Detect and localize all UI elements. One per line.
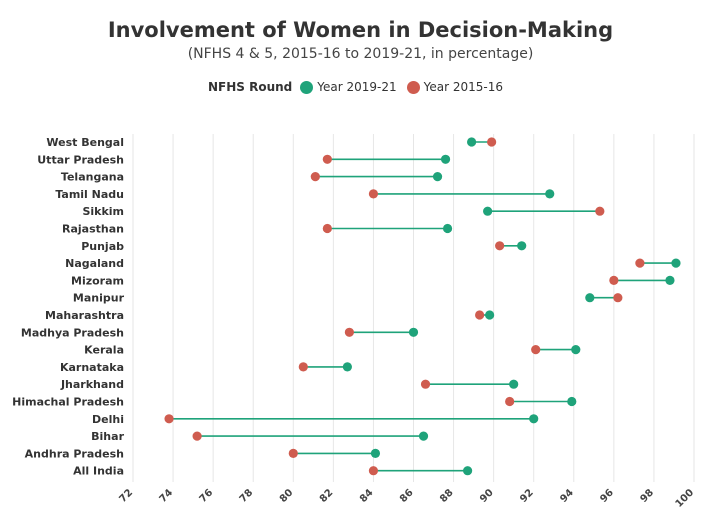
state-label: Bihar bbox=[91, 430, 124, 443]
point-2015-16 bbox=[288, 448, 298, 458]
point-2019-21 bbox=[571, 345, 581, 355]
legend-swatch-2015 bbox=[406, 80, 420, 94]
state-label: West Bengal bbox=[46, 136, 124, 149]
point-2015-16 bbox=[531, 345, 541, 355]
point-2019-21 bbox=[440, 154, 451, 164]
point-2019-21 bbox=[370, 448, 381, 458]
x-tick-label: 76 bbox=[198, 487, 216, 505]
point-2015-16 bbox=[322, 154, 332, 164]
point-2019-21 bbox=[485, 310, 495, 320]
point-2019-21 bbox=[665, 275, 675, 285]
state-label-layer: West Bengal Uttar Pradesh Telangana Tamil N… bbox=[12, 136, 124, 478]
state-label: Uttar Pradesh bbox=[37, 153, 124, 166]
point-2015-16 bbox=[613, 293, 623, 303]
x-tick-label: 92 bbox=[518, 487, 536, 505]
state-label: Nagaland bbox=[65, 257, 124, 270]
x-tick-label: 72 bbox=[117, 487, 135, 505]
point-2019-21 bbox=[585, 293, 595, 303]
legend-swatch-2019 bbox=[300, 80, 314, 94]
point-2019-21 bbox=[418, 431, 429, 441]
state-label: Jharkhand bbox=[60, 378, 124, 391]
point-2015-16 bbox=[298, 362, 308, 372]
x-tick-label: 84 bbox=[358, 487, 376, 505]
legend-label-2015: Year 2015-16 bbox=[423, 80, 503, 94]
point-2019-21 bbox=[342, 362, 352, 372]
point-2015-16 bbox=[322, 223, 332, 234]
point-2015-16 bbox=[368, 189, 379, 199]
chart-title: Involvement of Women in Decision-Making bbox=[107, 18, 614, 42]
x-tick-label: 78 bbox=[238, 487, 256, 505]
state-label: Telangana bbox=[61, 171, 124, 184]
state-label: Andhra Pradesh bbox=[25, 447, 124, 460]
grid-layer bbox=[132, 134, 695, 482]
point-2015-16 bbox=[505, 396, 515, 407]
x-tick-label: 96 bbox=[598, 487, 616, 505]
x-tick-label: 90 bbox=[478, 487, 496, 505]
state-label: All India bbox=[73, 465, 124, 478]
point-2015-16 bbox=[164, 414, 174, 424]
state-label: Himachal Pradesh bbox=[12, 396, 124, 409]
legend-item-2019[interactable]: Year 2019-21 bbox=[300, 80, 397, 94]
point-2019-21 bbox=[432, 172, 443, 182]
point-2015-16 bbox=[310, 172, 320, 182]
legend-item-2015[interactable]: Year 2015-16 bbox=[406, 80, 503, 94]
point-2015-16 bbox=[595, 206, 605, 216]
legend-title: NFHS Round bbox=[208, 80, 293, 94]
point-2019-21 bbox=[517, 241, 527, 251]
point-2019-21 bbox=[671, 258, 681, 268]
legend-label-2019: Year 2019-21 bbox=[317, 80, 397, 94]
point-2015-16 bbox=[368, 466, 379, 476]
x-tick-label: 94 bbox=[558, 487, 576, 505]
x-tick-label: 74 bbox=[158, 487, 176, 505]
point-2019-21 bbox=[529, 414, 539, 424]
state-label: Tamil Nadu bbox=[55, 188, 124, 201]
point-2015-16 bbox=[344, 327, 354, 337]
point-2019-21 bbox=[442, 223, 453, 234]
point-layer bbox=[164, 137, 681, 476]
connector-layer bbox=[169, 141, 676, 472]
point-2019-21 bbox=[567, 396, 577, 407]
state-label: Rajasthan bbox=[62, 223, 124, 236]
point-2019-21 bbox=[408, 327, 419, 337]
point-2019-21 bbox=[509, 379, 519, 389]
state-label: Kerala bbox=[84, 344, 124, 357]
point-2019-21 bbox=[467, 137, 477, 147]
x-tick-label: 82 bbox=[318, 487, 336, 505]
state-label: Maharashtra bbox=[45, 309, 124, 322]
point-2015-16 bbox=[495, 241, 505, 251]
state-label: Karnataka bbox=[60, 361, 124, 374]
state-label: Sikkim bbox=[82, 205, 124, 218]
point-2015-16 bbox=[192, 431, 202, 441]
state-label: Punjab bbox=[81, 240, 124, 253]
x-tick-label: 80 bbox=[278, 487, 296, 505]
x-tick-label: 86 bbox=[398, 487, 416, 505]
point-2019-21 bbox=[545, 189, 555, 199]
point-2015-16 bbox=[475, 310, 485, 320]
x-tick-layer: 72 74 76 78 80 82 84 86 88 90 92 94 96 98 100 bbox=[117, 487, 696, 510]
point-2015-16 bbox=[487, 137, 497, 147]
point-2015-16 bbox=[609, 275, 619, 285]
point-2019-21 bbox=[483, 206, 493, 216]
state-label: Mizoram bbox=[71, 274, 124, 287]
x-tick-label: 100 bbox=[674, 487, 697, 510]
point-2015-16 bbox=[420, 379, 431, 389]
point-2015-16 bbox=[635, 258, 645, 268]
state-label: Madhya Pradesh bbox=[21, 326, 124, 339]
x-tick-label: 98 bbox=[638, 487, 656, 505]
legend: NFHS Round Year 2019-21 Year 2015-16 bbox=[0, 80, 721, 94]
chart-subtitle: (NFHS 4 & 5, 2015-16 to 2019-21, in perc… bbox=[187, 46, 534, 62]
state-label: Delhi bbox=[92, 413, 124, 426]
state-label: Manipur bbox=[73, 292, 125, 305]
point-2019-21 bbox=[462, 466, 473, 476]
x-tick-label: 88 bbox=[438, 487, 456, 505]
